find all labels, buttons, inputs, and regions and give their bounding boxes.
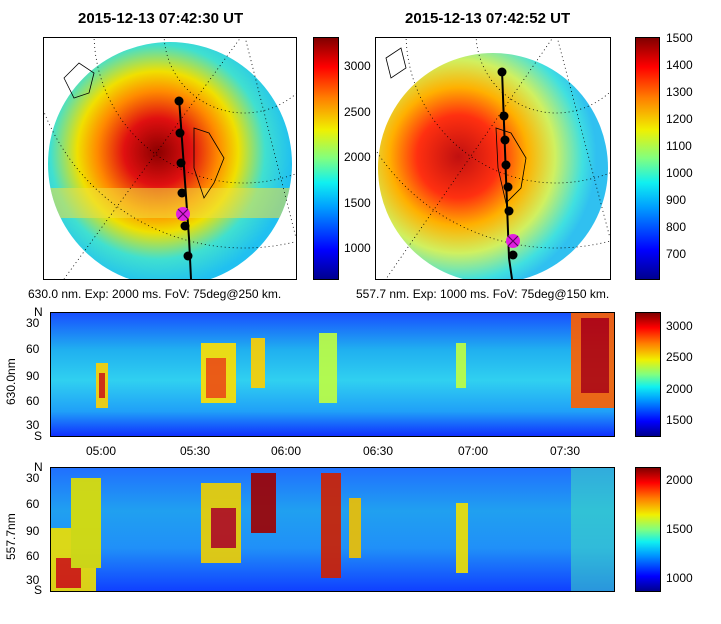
- colorbar-tick: 1100: [666, 139, 692, 153]
- track-point: [501, 160, 511, 170]
- x-tick: 07:30: [550, 444, 581, 458]
- colorbar-tick: 900: [666, 193, 687, 207]
- track-point: [497, 67, 507, 77]
- allsky-disc: [378, 53, 608, 279]
- colorbar-tick: 1500: [666, 522, 693, 536]
- sky-image-title-right: 2015-12-13 07:42:52 UT: [405, 10, 571, 27]
- time-axis: 05:00 05:30 06:00 06:30 07:00 07:30: [50, 444, 615, 460]
- allsky-image-630: [43, 37, 297, 280]
- keogram-557-yaxis: N 30 60 90 60 30 S: [0, 460, 48, 597]
- track-point: [500, 135, 510, 145]
- colorbar-tick: 1300: [666, 85, 693, 99]
- colorbar-557-sky: [635, 37, 660, 280]
- y-tick: 90: [26, 369, 40, 383]
- track-point: [183, 251, 193, 261]
- sky-image-title-left: 2015-12-13 07:42:30 UT: [78, 10, 244, 27]
- colorbar-tick: 2000: [344, 150, 371, 164]
- x-tick: 06:30: [363, 444, 394, 458]
- track-point: [175, 128, 185, 138]
- aurora-band: [251, 338, 265, 388]
- track-point: [174, 96, 184, 106]
- x-tick: 05:00: [86, 444, 117, 458]
- track-point: [504, 206, 514, 216]
- aurora-band: [206, 358, 226, 398]
- y-tick: 60: [26, 549, 40, 563]
- keogram-630: [50, 312, 615, 437]
- aurora-band: [71, 478, 101, 568]
- keogram-630-ylabel: 630.0nm: [4, 358, 18, 405]
- aurora-band: [571, 468, 614, 591]
- allsky-disc: [48, 42, 292, 279]
- aurora-band: [456, 343, 466, 388]
- y-tick: N: [34, 460, 43, 474]
- caption-left: 630.0 nm. Exp: 2000 ms. FoV: 75deg@250 k…: [28, 287, 282, 301]
- track-point: [508, 250, 518, 260]
- y-tick: 60: [26, 394, 40, 408]
- y-tick: 30: [26, 471, 40, 485]
- track-point: [503, 182, 513, 192]
- colorbar-557-sky-ticks: 1500 1400 1300 1200 1100 1000 900 800 70…: [666, 31, 706, 280]
- station-marker: [176, 207, 190, 221]
- colorbar-tick: 700: [666, 247, 687, 261]
- y-tick: S: [34, 429, 43, 443]
- y-tick: N: [34, 305, 43, 319]
- colorbar-tick: 1000: [666, 166, 693, 180]
- colorbar-tick: 800: [666, 220, 687, 234]
- colorbar-tick: 1200: [666, 112, 693, 126]
- track-point: [176, 158, 186, 168]
- colorbar-630-sky-ticks: 3000 2500 2000 1500 1000: [344, 37, 384, 280]
- keogram-630-yaxis: N 30 60 90 60 30 S: [0, 305, 48, 443]
- y-tick: 30: [26, 316, 40, 330]
- y-tick: 30: [26, 418, 40, 432]
- y-tick: 60: [26, 497, 40, 511]
- x-tick: 06:00: [271, 444, 302, 458]
- caption-right: 557.7 nm. Exp: 1000 ms. FoV: 75deg@150 k…: [356, 287, 610, 301]
- keogram-557: [50, 467, 615, 592]
- aurora-band: [319, 333, 337, 403]
- colorbar-tick: 1500: [666, 413, 693, 427]
- y-tick: 90: [26, 524, 40, 538]
- colorbar-557-keogram-ticks: 2000 1500 1000: [666, 467, 706, 592]
- allsky-image-557: [375, 37, 611, 280]
- keogram-557-ylabel: 557.7nm: [4, 513, 18, 560]
- colorbar-tick: 2000: [666, 473, 693, 487]
- colorbar-tick: 1000: [344, 241, 371, 255]
- colorbar-tick: 2500: [666, 350, 693, 364]
- x-tick: 07:00: [458, 444, 489, 458]
- y-tick: 60: [26, 342, 40, 356]
- colorbar-630-sky: [313, 37, 339, 280]
- track-point: [180, 221, 190, 231]
- y-tick: S: [34, 583, 43, 597]
- aurora-band: [99, 373, 105, 398]
- y-tick: 30: [26, 573, 40, 587]
- aurora-band: [321, 473, 341, 578]
- aurora-band: [211, 508, 236, 548]
- colorbar-tick: 2000: [666, 382, 693, 396]
- aurora-band: [251, 473, 276, 533]
- colorbar-630-keogram-ticks: 3000 2500 2000 1500: [666, 312, 706, 437]
- x-tick: 05:30: [180, 444, 211, 458]
- colorbar-tick: 1400: [666, 58, 693, 72]
- colorbar-tick: 1000: [666, 571, 693, 585]
- colorbar-tick: 1500: [344, 196, 371, 210]
- aurora-band: [456, 503, 468, 573]
- station-marker: [506, 234, 520, 248]
- track-point: [177, 188, 187, 198]
- colorbar-630-keogram: [635, 312, 661, 437]
- colorbar-557-keogram: [635, 467, 661, 592]
- aurora-band: [349, 498, 361, 558]
- aurora-band: [581, 318, 609, 393]
- colorbar-tick: 2500: [344, 105, 371, 119]
- colorbar-tick: 3000: [666, 319, 693, 333]
- track-point: [499, 111, 509, 121]
- colorbar-tick: 3000: [344, 59, 371, 73]
- colorbar-tick: 1500: [666, 31, 693, 45]
